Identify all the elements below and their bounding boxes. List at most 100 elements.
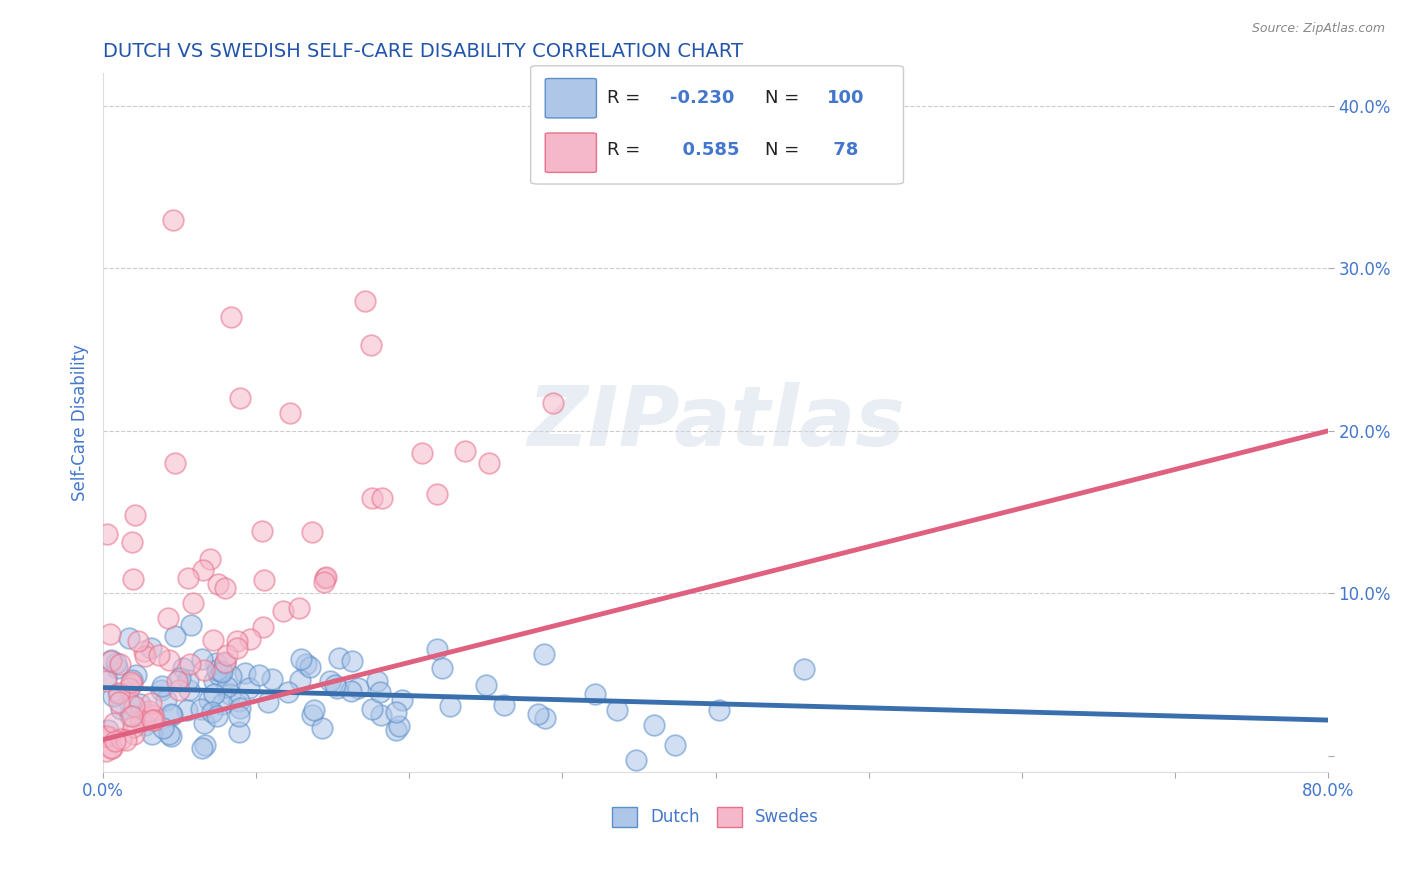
Point	[166, 673, 188, 688]
Point	[360, 338, 382, 352]
Point	[108, 686, 131, 700]
Point	[190, 741, 212, 756]
Point	[207, 663, 229, 677]
Point	[214, 657, 236, 671]
Point	[120, 675, 142, 690]
Point	[104, 656, 127, 670]
Point	[160, 707, 183, 722]
Point	[301, 707, 323, 722]
Point	[141, 640, 163, 655]
Point	[347, 681, 370, 695]
Point	[250, 524, 273, 538]
Point	[107, 687, 129, 701]
Point	[152, 722, 174, 736]
Point	[118, 632, 141, 646]
Point	[139, 697, 162, 711]
Point	[793, 662, 815, 676]
Point	[141, 713, 163, 727]
Point	[388, 719, 411, 733]
Point	[157, 653, 180, 667]
Point	[98, 730, 121, 744]
Point	[194, 738, 217, 752]
Point	[118, 695, 141, 709]
Point	[193, 715, 215, 730]
Text: DUTCH VS SWEDISH SELF-CARE DISABILITY CORRELATION CHART: DUTCH VS SWEDISH SELF-CARE DISABILITY CO…	[103, 42, 744, 61]
Point	[368, 685, 391, 699]
Text: 100: 100	[827, 89, 865, 107]
Point	[361, 702, 384, 716]
Point	[165, 456, 187, 470]
Point	[430, 661, 453, 675]
Point	[157, 727, 180, 741]
FancyBboxPatch shape	[546, 133, 596, 172]
Text: R =: R =	[607, 142, 647, 160]
Point	[160, 729, 183, 743]
Point	[155, 693, 177, 707]
Point	[340, 683, 363, 698]
Point	[257, 695, 280, 709]
Point	[124, 698, 146, 713]
Point	[96, 670, 118, 684]
Point	[120, 708, 142, 723]
Point	[319, 674, 342, 689]
Point	[98, 626, 121, 640]
Point	[228, 724, 250, 739]
Point	[152, 679, 174, 693]
Point	[606, 703, 628, 717]
Point	[208, 668, 231, 682]
Point	[108, 657, 131, 671]
Point	[209, 665, 232, 679]
Point	[277, 684, 299, 698]
Point	[149, 683, 172, 698]
Point	[100, 741, 122, 756]
Point	[172, 660, 194, 674]
Point	[228, 709, 250, 723]
Point	[104, 733, 127, 747]
Point	[100, 741, 122, 756]
Point	[214, 581, 236, 595]
Point	[229, 392, 252, 406]
Point	[202, 673, 225, 688]
Point	[128, 697, 150, 711]
Point	[533, 711, 555, 725]
Point	[219, 669, 242, 683]
Point	[278, 406, 301, 420]
Point	[219, 687, 242, 701]
Point	[707, 703, 730, 717]
Point	[354, 293, 377, 308]
Point	[148, 648, 170, 662]
Point	[101, 689, 124, 703]
Point	[233, 666, 256, 681]
Point	[370, 708, 392, 723]
Point	[298, 660, 321, 674]
Point	[533, 647, 555, 661]
Point	[169, 671, 191, 685]
Point	[361, 491, 384, 505]
Point	[108, 695, 131, 709]
Point	[121, 677, 143, 691]
Point	[96, 527, 118, 541]
FancyBboxPatch shape	[546, 78, 596, 118]
Point	[143, 714, 166, 728]
Point	[156, 611, 179, 625]
Point	[127, 633, 149, 648]
Point	[202, 633, 225, 648]
Point	[314, 570, 336, 584]
Point	[366, 673, 388, 688]
Point	[105, 661, 128, 675]
Point	[426, 641, 449, 656]
Point	[179, 657, 201, 672]
Point	[176, 702, 198, 716]
Point	[271, 604, 294, 618]
Point	[247, 667, 270, 681]
Point	[205, 657, 228, 671]
Text: R =: R =	[607, 89, 647, 107]
Point	[165, 629, 187, 643]
Point	[228, 701, 250, 715]
Point	[478, 456, 501, 470]
Point	[96, 729, 118, 743]
Point	[129, 714, 152, 728]
Point	[411, 446, 433, 460]
Point	[260, 673, 283, 687]
Point	[494, 698, 516, 712]
